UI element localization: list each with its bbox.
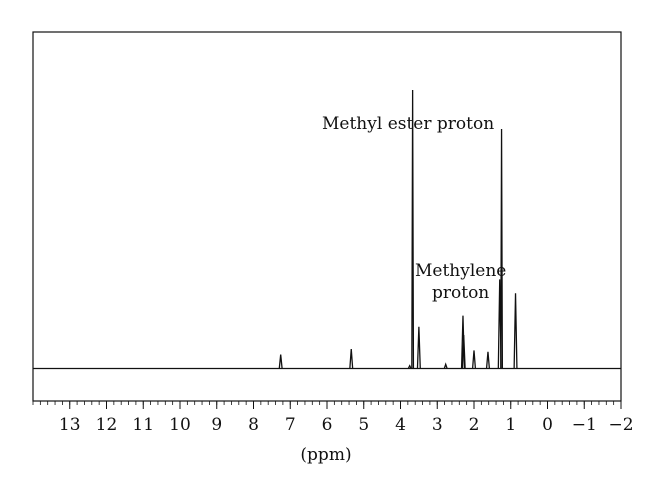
tick-label-9: 4 xyxy=(395,415,406,435)
tick-label-3: 10 xyxy=(169,415,191,435)
tick-label-12: 1 xyxy=(505,415,516,435)
annotation-proton: proton xyxy=(432,283,489,303)
annotation-methylene: Methylene xyxy=(415,261,506,281)
tick-label-10: 3 xyxy=(432,415,443,435)
peak-1 xyxy=(349,348,354,369)
tick-label-13: 0 xyxy=(542,415,553,435)
peak-12 xyxy=(513,293,518,369)
plot-frame xyxy=(32,31,622,402)
tick-label-11: 2 xyxy=(469,415,480,435)
tick-label-2: 11 xyxy=(132,415,154,435)
peak-2 xyxy=(407,364,412,369)
x-axis-label: (ppm) xyxy=(300,445,351,465)
tick-label-7: 6 xyxy=(322,415,333,435)
tick-label-1: 12 xyxy=(96,415,118,435)
peak-3 xyxy=(411,89,415,369)
annotation-methyl-ester: Methyl ester proton xyxy=(322,114,494,134)
spectrum-peaks xyxy=(278,89,518,369)
tick-label-14: −1 xyxy=(572,415,597,435)
tick-label-5: 8 xyxy=(248,415,259,435)
peak-8 xyxy=(471,350,477,369)
x-major-ticks xyxy=(69,401,622,409)
tick-label-15: −2 xyxy=(608,415,633,435)
peak-9 xyxy=(485,351,491,369)
peak-7 xyxy=(461,335,466,369)
tick-label-6: 7 xyxy=(285,415,296,435)
peak-11 xyxy=(500,128,504,369)
peak-5 xyxy=(443,362,448,369)
tick-label-8: 5 xyxy=(358,415,369,435)
peak-0 xyxy=(278,354,283,369)
tick-label-0: 13 xyxy=(59,415,81,435)
peak-4 xyxy=(416,326,421,369)
x-tick-labels: 13 12 11 10 9 8 7 6 5 4 3 2 1 0 −1 −2 xyxy=(59,415,634,435)
tick-label-4: 9 xyxy=(211,415,222,435)
